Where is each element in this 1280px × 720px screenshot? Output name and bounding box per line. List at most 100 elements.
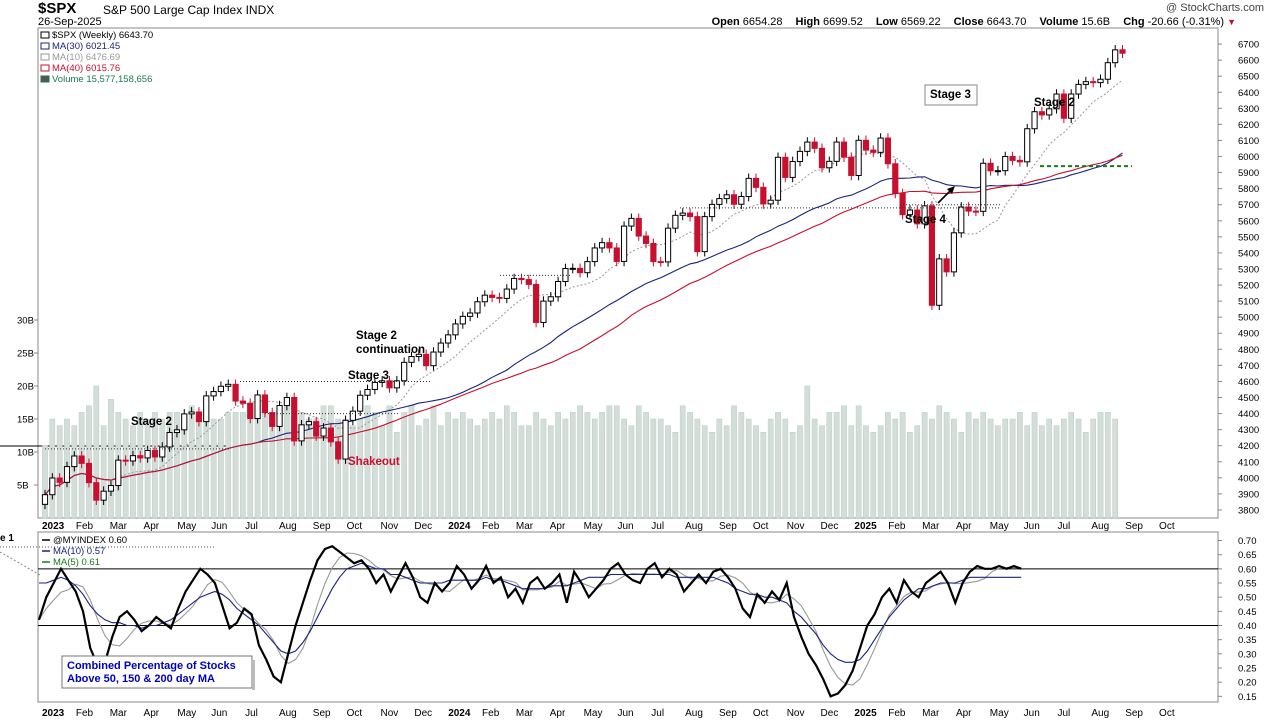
index-name: S&P 500 Large Cap Index bbox=[103, 3, 243, 17]
volume-bar bbox=[122, 418, 129, 519]
candle-body bbox=[899, 192, 906, 216]
candle-body bbox=[745, 177, 752, 198]
candle-body bbox=[562, 268, 569, 283]
volume-bar bbox=[1024, 425, 1031, 519]
indicator-x-axis-label: 2025 bbox=[854, 708, 877, 719]
volume-bar bbox=[452, 418, 459, 519]
price-x-axis-label: Apr bbox=[550, 521, 566, 532]
volume-bar bbox=[628, 425, 635, 519]
volume-bar bbox=[804, 385, 811, 519]
candle-body bbox=[950, 232, 958, 273]
indicator-x-axis-label: Oct bbox=[753, 708, 769, 719]
price-tick-label: 5600 bbox=[1238, 216, 1259, 227]
change-label: Chg bbox=[1123, 16, 1145, 28]
volume-bar bbox=[1009, 418, 1016, 519]
candle-body bbox=[261, 394, 268, 414]
volume-bar bbox=[826, 412, 833, 519]
price-x-axis-label: Oct bbox=[753, 521, 769, 532]
candle-body bbox=[840, 141, 848, 158]
low-value: 6569.22 bbox=[900, 16, 941, 28]
price-x-axis-label: Oct bbox=[1159, 521, 1175, 532]
volume-bar bbox=[284, 405, 290, 519]
price-x-axis-label: Mar bbox=[110, 521, 128, 532]
candle-body bbox=[518, 277, 525, 281]
stage2-continuation-label-line2: continuation bbox=[356, 344, 425, 356]
candle-body bbox=[408, 356, 415, 363]
volume-bar bbox=[577, 405, 583, 519]
candle-body bbox=[496, 296, 503, 299]
price-tick-label: 4400 bbox=[1238, 409, 1259, 420]
candle-body bbox=[533, 283, 540, 323]
indicator-x-axis-label: Feb bbox=[888, 708, 906, 719]
candle-body bbox=[1119, 49, 1126, 54]
candle-body bbox=[41, 494, 49, 505]
volume-bar bbox=[672, 432, 679, 519]
ma40-line bbox=[44, 154, 1123, 496]
price-x-axis-label: Dec bbox=[821, 521, 839, 532]
candle-body bbox=[928, 205, 936, 306]
high-label: High bbox=[795, 16, 820, 28]
price-tick-label: 6400 bbox=[1238, 88, 1259, 99]
candle-body bbox=[56, 477, 63, 483]
open-label: Open bbox=[711, 16, 740, 28]
candle-icon bbox=[40, 31, 50, 39]
price-x-axis-label: May bbox=[177, 521, 196, 532]
volume-bar bbox=[401, 412, 407, 519]
volume-bar bbox=[863, 425, 869, 519]
volume-bar bbox=[328, 405, 334, 519]
indicator-tick-label: 0.65 bbox=[1238, 550, 1257, 561]
candle-body bbox=[782, 156, 789, 178]
price-legend-entry: Volume 15,577,158,656 bbox=[52, 74, 152, 85]
price-tick-label: 6100 bbox=[1238, 136, 1259, 147]
indicator-x-axis-label: Jun bbox=[1024, 708, 1040, 719]
indicator-x-axis-label: May bbox=[990, 708, 1009, 719]
volume-bar bbox=[738, 412, 745, 519]
open-value: 6654.28 bbox=[742, 16, 783, 28]
volume-bar bbox=[1112, 418, 1118, 519]
price-tick-label: 5200 bbox=[1238, 281, 1259, 292]
candle-body bbox=[181, 413, 188, 431]
price-tick-label: 4000 bbox=[1238, 473, 1259, 484]
indicator-x-axis-label: Nov bbox=[787, 708, 805, 719]
indicator-description-text: Combined Percentage of Stocks bbox=[67, 660, 236, 672]
volume-bar bbox=[987, 418, 994, 519]
indicator-x-axis-label: Jun bbox=[211, 708, 227, 719]
candle-body bbox=[943, 258, 950, 273]
indicator-ma5-line bbox=[38, 552, 1022, 686]
volume-bar bbox=[643, 412, 649, 519]
volume-bar bbox=[533, 412, 539, 519]
candle-body bbox=[767, 199, 774, 205]
ma10-line bbox=[44, 79, 1123, 496]
volume-bar bbox=[56, 425, 63, 519]
indicator-tick-label: 0.25 bbox=[1238, 664, 1257, 675]
volume-bar bbox=[921, 412, 928, 519]
indicator-description-box-shadow bbox=[252, 660, 255, 690]
candle-body bbox=[738, 196, 745, 205]
candle-body bbox=[239, 400, 247, 404]
volume-bar bbox=[1075, 418, 1082, 519]
stage2-continuation-label: Stage 2 bbox=[356, 330, 397, 342]
stage-label: Stage 3 bbox=[348, 370, 389, 382]
volume-bar bbox=[254, 412, 261, 519]
volume-bar bbox=[767, 418, 774, 519]
line-icon bbox=[40, 64, 50, 72]
candle-body bbox=[906, 209, 914, 216]
volume-bar bbox=[591, 418, 598, 519]
price-x-axis-label: Aug bbox=[685, 521, 703, 532]
indicator-tick-label: 0.50 bbox=[1238, 593, 1257, 604]
volume-bar bbox=[621, 418, 627, 519]
volume-bar bbox=[569, 412, 576, 519]
volume-bar bbox=[665, 425, 671, 519]
price-x-axis-label: Apr bbox=[956, 521, 972, 532]
volume-bar bbox=[965, 412, 972, 519]
volume-bar bbox=[958, 432, 965, 519]
candle-body bbox=[210, 391, 217, 397]
price-x-axis-label: Jun bbox=[1024, 521, 1040, 532]
price-tick-label: 4700 bbox=[1238, 361, 1259, 372]
volume-bar bbox=[394, 432, 400, 519]
candle-body bbox=[313, 421, 320, 437]
candle-body bbox=[701, 216, 708, 253]
price-tick-label: 6000 bbox=[1238, 152, 1259, 163]
candle-body bbox=[914, 209, 921, 225]
price-x-axis-label: 2024 bbox=[448, 521, 471, 532]
